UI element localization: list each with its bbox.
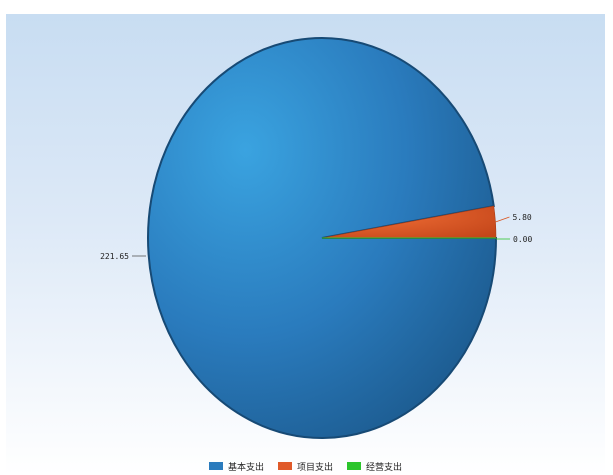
legend-item-1[interactable]: 项目支出 [277, 460, 333, 473]
legend-label-0: 基本支出 [227, 462, 264, 473]
legend: 基本支出 项目支出 经营支出 [6, 458, 605, 474]
legend-swatch-0 [208, 462, 223, 470]
legend-label-2: 经营支出 [366, 462, 403, 473]
data-label-2: 0.00 [513, 235, 532, 244]
legend-item-0[interactable]: 基本支出 [208, 460, 264, 473]
leader-line-1 [495, 216, 510, 223]
chart-panel: 221.65 5.80 0.00 基本支出 项目支出 经营支出 [6, 14, 605, 475]
legend-swatch-1 [277, 462, 292, 470]
data-label-1: 5.80 [512, 213, 531, 222]
legend-swatch-2 [347, 462, 361, 470]
data-label-0: 221.65 [100, 252, 129, 261]
legend-item-2[interactable]: 经营支出 [347, 460, 402, 473]
pie-chart: 221.65 5.80 0.00 [100, 37, 532, 439]
legend-label-1: 项目支出 [296, 462, 333, 473]
